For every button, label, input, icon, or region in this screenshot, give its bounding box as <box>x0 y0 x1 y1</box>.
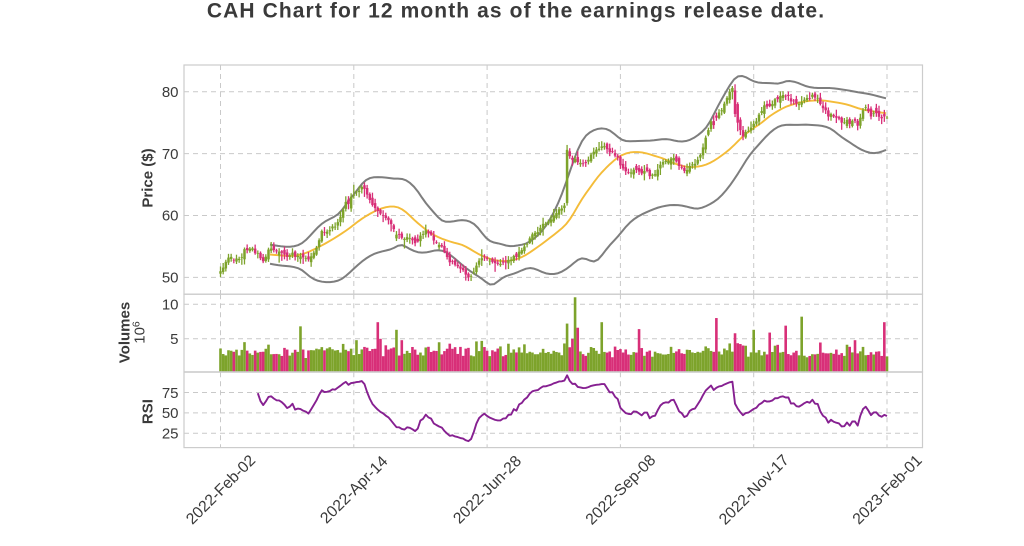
svg-text:Volumes: Volumes <box>116 302 133 363</box>
svg-text:50: 50 <box>162 405 179 422</box>
svg-text:CAH Chart for 12 month as of t: CAH Chart for 12 month as of the earning… <box>207 0 825 23</box>
svg-text:10: 10 <box>162 296 179 313</box>
svg-text:80: 80 <box>162 84 179 101</box>
svg-text:50: 50 <box>162 270 179 287</box>
svg-text:70: 70 <box>162 146 179 163</box>
svg-text:60: 60 <box>162 208 179 225</box>
svg-text:25: 25 <box>162 425 179 442</box>
svg-text:75: 75 <box>162 385 179 402</box>
svg-text:RSI: RSI <box>140 399 157 424</box>
svg-text:Price ($): Price ($) <box>139 148 156 207</box>
svg-text:5: 5 <box>170 331 178 348</box>
